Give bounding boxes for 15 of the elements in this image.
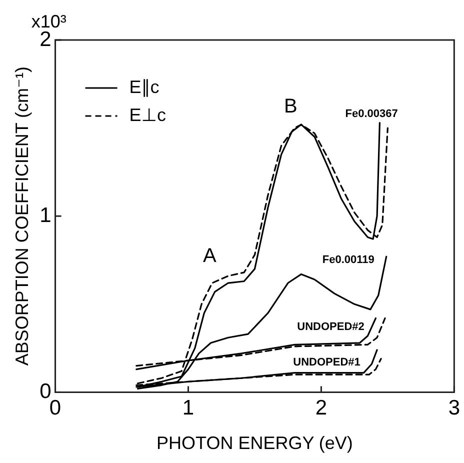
legend-label: E∥c bbox=[129, 76, 160, 97]
y-axis-title: ABSORPTION COEFFICIENT (cm⁻¹) bbox=[12, 66, 32, 366]
x-tick-label: 1 bbox=[182, 396, 194, 420]
annotation: B bbox=[284, 95, 298, 118]
annotation: UNDOPED#1 bbox=[293, 356, 360, 368]
annotation: UNDOPED#2 bbox=[297, 321, 364, 334]
x-tick-label: 3 bbox=[448, 396, 460, 420]
annotation: A bbox=[202, 245, 217, 268]
y-tick-label: 0 bbox=[40, 380, 52, 403]
x-tick-label: 2 bbox=[315, 396, 328, 420]
legend-label: E⊥c bbox=[129, 104, 166, 125]
y-tick-label: 1 bbox=[40, 204, 52, 227]
annotation: Fe0.00367 bbox=[345, 108, 398, 120]
annotation: Fe0.00119 bbox=[322, 254, 374, 266]
x-axis-title: PHOTON ENERGY (eV) bbox=[156, 433, 353, 454]
